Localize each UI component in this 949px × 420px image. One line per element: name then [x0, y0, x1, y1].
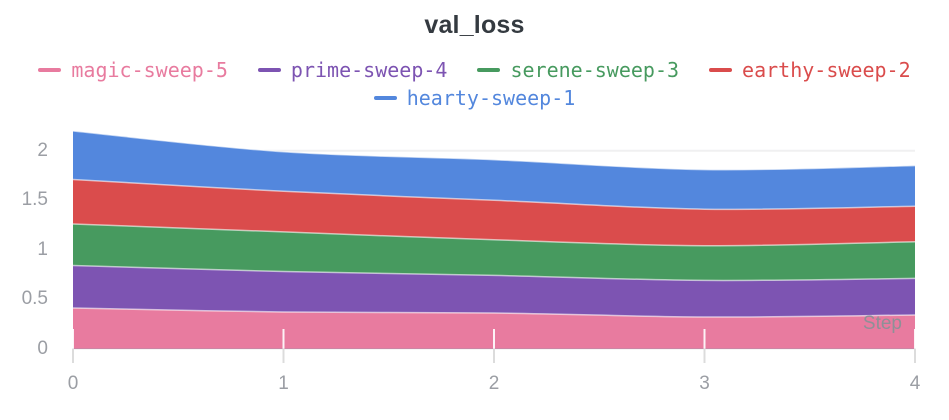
y-tick-label: 2 — [37, 139, 48, 161]
legend-label: hearty-sweep-1 — [406, 86, 576, 110]
y-tick-label: 1.5 — [21, 189, 48, 211]
series-boundary-line — [72, 223, 916, 247]
x-tick-label: 3 — [699, 373, 710, 394]
series-boundary-line — [72, 307, 916, 318]
legend-dash-icon — [709, 68, 733, 72]
chart-title: val_loss — [424, 11, 525, 39]
legend-item-prime-sweep-4[interactable]: prime-sweep-4 — [257, 56, 448, 84]
legend: magic-sweep-5 prime-sweep-4 serene-sweep-3… — [0, 56, 949, 112]
y-tick-label: 0.5 — [21, 288, 48, 310]
legend-item-hearty-sweep-1[interactable]: hearty-sweep-1 — [373, 84, 576, 112]
legend-item-serene-sweep-3[interactable]: serene-sweep-3 — [477, 56, 679, 84]
series-boundary-line — [72, 264, 916, 282]
legend-item-magic-sweep-5[interactable]: magic-sweep-5 — [38, 56, 228, 84]
legend-dash-icon — [373, 96, 397, 100]
legend-dash-icon — [38, 68, 62, 72]
x-tick-label: 0 — [67, 373, 79, 394]
x-tick-label: 4 — [909, 373, 921, 394]
legend-dash-icon — [477, 68, 501, 72]
legend-label: magic-sweep-5 — [71, 58, 228, 82]
legend-label: prime-sweep-4 — [290, 58, 448, 82]
legend-label: serene-sweep-3 — [510, 58, 680, 82]
series-boundary-line — [72, 130, 916, 171]
legend-dash-icon — [257, 68, 281, 72]
legend-label: earthy-sweep-2 — [742, 58, 911, 82]
series-boundary-line — [72, 178, 916, 211]
x-tick-label: 1 — [278, 373, 289, 394]
x-tick-label: 2 — [488, 373, 500, 394]
x-axis-title: Step — [862, 313, 902, 334]
y-tick-label: 1 — [37, 238, 48, 260]
y-tick-label: 0 — [37, 337, 48, 359]
legend-item-earthy-sweep-2[interactable]: earthy-sweep-2 — [709, 56, 911, 84]
